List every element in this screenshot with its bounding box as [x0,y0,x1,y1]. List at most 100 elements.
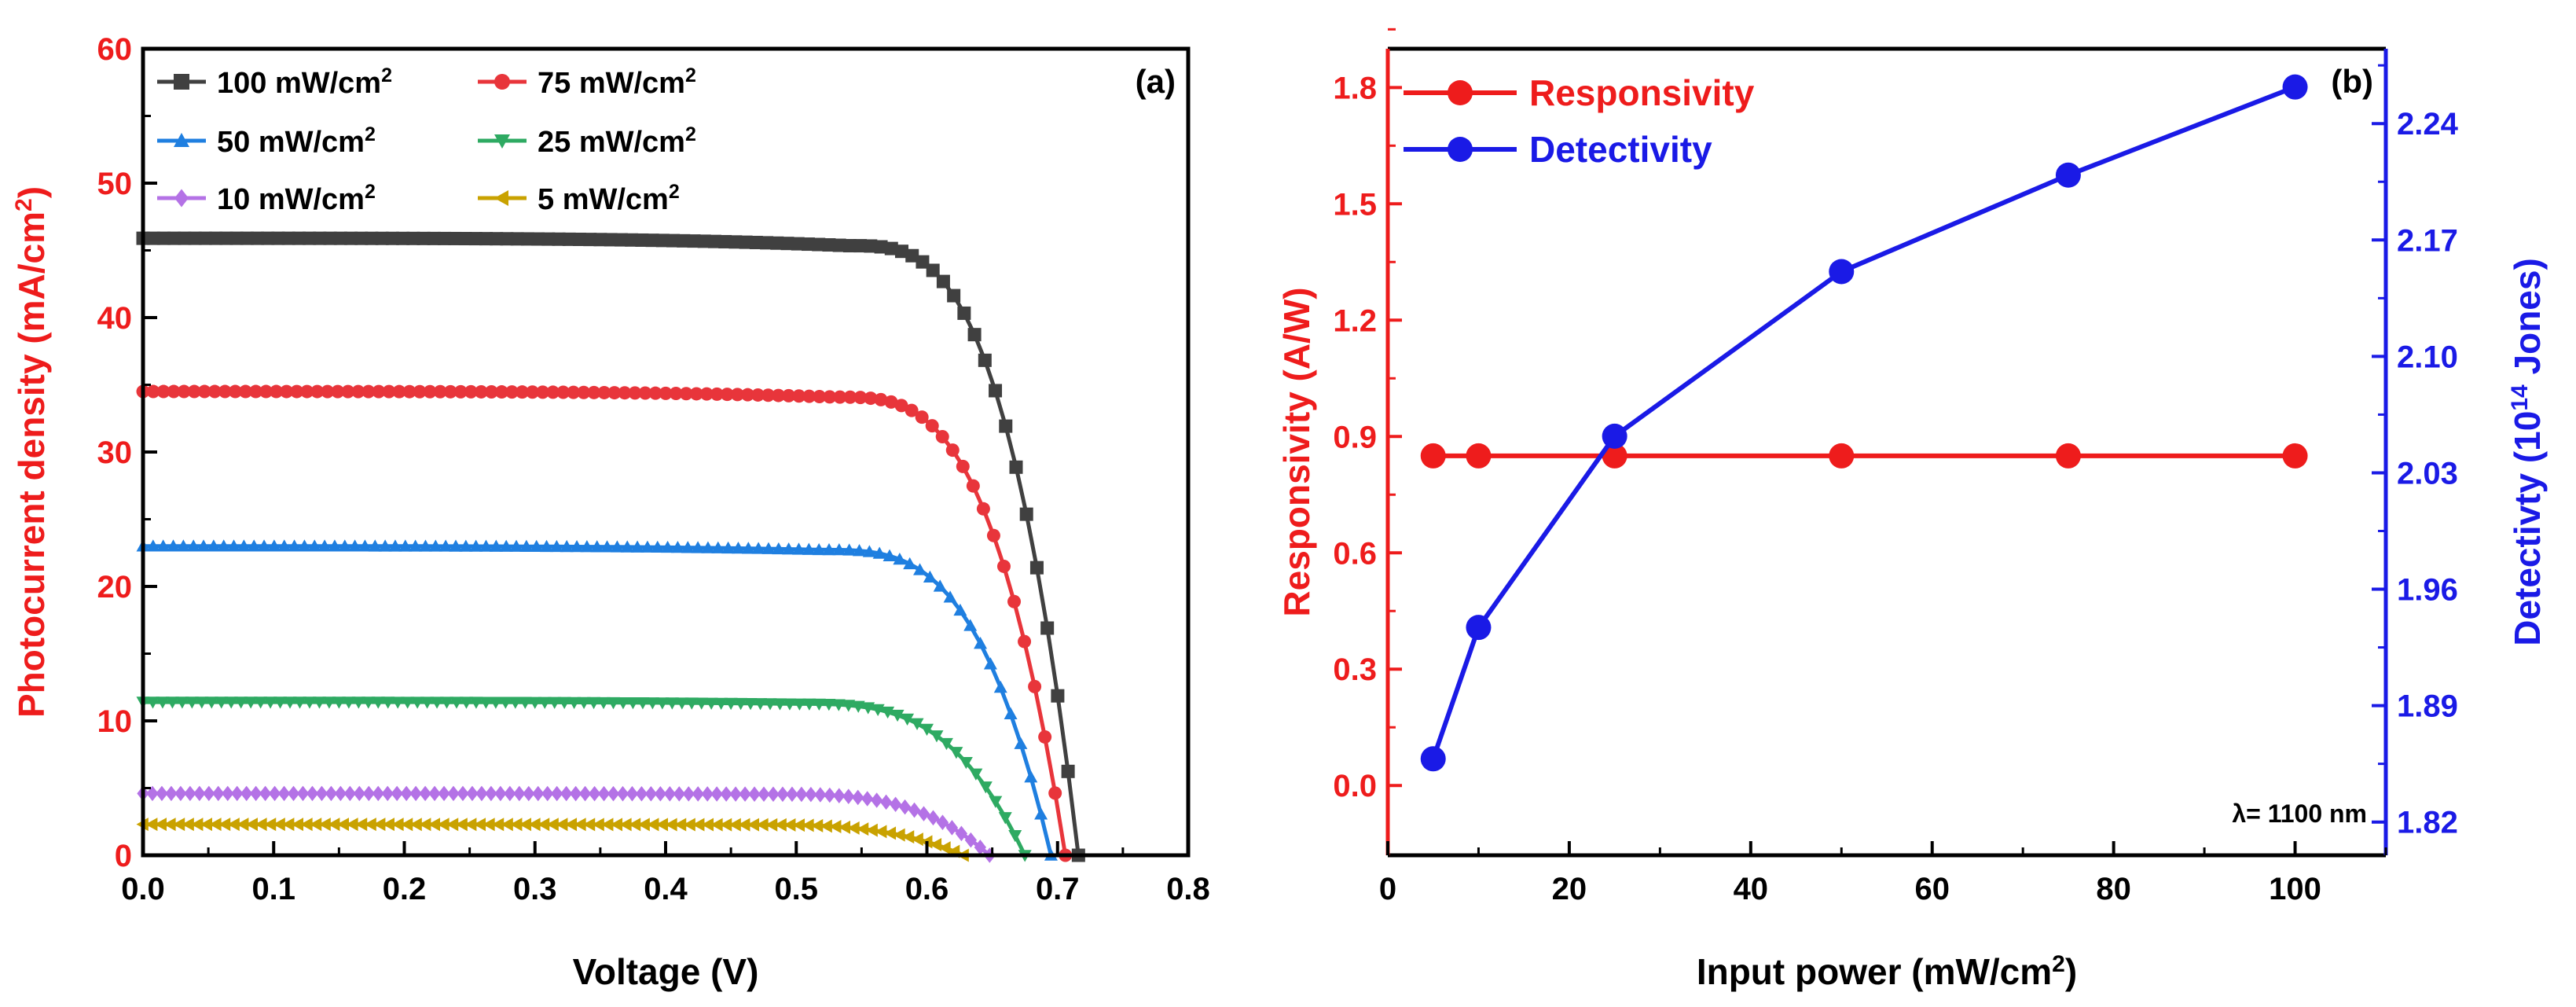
iv-line-1 [143,389,1068,856]
iv-marker-1-52 [669,387,683,401]
iv-marker-1-60 [750,388,765,402]
iv-marker-2-12 [257,539,271,552]
iv-marker-2-1 [146,539,160,552]
iv-marker-1-23 [372,384,386,399]
iv-marker-0-43 [583,233,597,247]
iv-marker-3-28 [410,696,424,709]
iv-marker-3-71 [831,699,846,711]
iv-marker-4-76 [852,789,864,806]
iv-marker-0-24 [385,231,399,245]
iv-marker-3-69 [812,698,826,711]
iv-marker-4-85 [936,814,949,830]
iv-marker-3-56 [684,697,699,710]
iv-marker-0-27 [416,231,431,245]
iv-marker-0-30 [448,231,462,245]
iv-marker-0-35 [500,232,514,246]
iv-marker-2-15 [288,539,302,552]
iv-marker-4-2 [156,785,168,802]
panel-a-iv-curves: 0.0 0.1 0.2 0.3 0.4 0.5 0.6 0.7 0.8 0 10 20 30 40 50 60… [11,32,1210,992]
y-right-axis-label: Detectivty (1014 Jones) [2507,258,2548,646]
iv-marker-2-46 [600,540,615,553]
iv-marker-1-76 [915,410,929,424]
iv-marker-1-72 [874,392,888,406]
iv-marker-1-88 [1038,730,1052,744]
iv-marker-2-59 [731,541,745,554]
iv-marker-1-4 [177,384,191,399]
panel-b-responsivity-detectivity: 0 20 40 60 80 100 0.0 0.3 0.6 0.9 1.2 1.5 1.8 1.82 1.8… [1276,28,2548,992]
iv-marker-1-31 [453,384,468,399]
iv-marker-1-15 [290,384,304,399]
iv-marker-0-3 [167,231,182,245]
iv-marker-1-14 [280,384,294,399]
iv-marker-0-42 [572,232,586,246]
detectivity-point-4 [2055,162,2081,188]
iv-marker-1-46 [607,386,622,400]
iv-marker-3-26 [391,696,405,709]
iv-marker-4-73 [824,787,836,803]
detectivity-point-2 [1602,423,1627,449]
iv-marker-1-9 [228,384,242,399]
iv-marker-5-32 [427,818,441,832]
iv-marker-5-81 [875,825,887,839]
legend-label-5-base: 5 mW/cm [538,183,669,216]
iv-marker-1-19 [331,384,345,399]
iv-marker-5-15 [273,818,285,832]
iv-marker-2-77 [913,563,927,575]
iv-marker-3-2 [156,696,170,709]
iv-marker-0-45 [604,233,618,247]
iv-marker-2-89 [1034,807,1048,820]
iv-marker-4-32 [438,785,450,802]
iv-marker-0-65 [812,237,826,252]
y-axis-label-a: Photocurrent density (mA/cm2) [11,186,53,718]
iv-marker-5-9 [218,818,231,832]
iv-marker-5-65 [728,818,741,832]
series-detectivity [1420,74,2308,772]
iv-marker-3-14 [273,696,288,709]
iv-marker-2-13 [267,539,281,552]
iv-marker-2-25 [388,539,402,552]
iv-marker-3-21 [342,696,356,709]
iv-marker-1-3 [167,384,181,399]
iv-marker-4-54 [644,785,658,802]
iv-marker-2-87 [1014,737,1028,749]
iv-marker-2-50 [640,540,655,553]
iv-marker-4-36 [475,785,488,802]
iv-marker-1-43 [577,385,591,399]
iv-marker-5-51 [601,818,614,832]
iv-marker-5-52 [610,818,623,832]
iv-marker-0-62 [780,237,794,251]
iv-marker-5-31 [419,818,431,832]
iv-marker-0-68 [842,239,857,253]
iv-marker-5-73 [802,818,814,832]
x-tick-label-a: 0.6 [905,872,949,906]
iv-marker-4-51 [616,785,629,802]
iv-marker-2-8 [217,539,231,552]
iv-marker-0-79 [957,306,971,320]
iv-marker-3-35 [479,696,493,709]
iv-marker-4-4 [174,785,187,802]
iv-marker-5-35 [455,818,468,832]
iv-marker-2-14 [277,539,292,552]
detectivity-point-5 [2282,74,2308,100]
iv-marker-5-44 [537,818,550,832]
iv-marker-3-87 [989,796,1003,808]
iv-marker-1-50 [648,386,662,400]
iv-marker-1-84 [996,559,1011,573]
iv-marker-4-52 [626,785,639,802]
y-left-axis-label: Responsivity (A/W) [1276,287,1317,616]
iv-marker-4-38 [494,785,507,802]
iv-marker-0-34 [490,232,504,246]
iv-marker-0-46 [614,233,628,247]
iv-marker-2-38 [519,539,534,552]
y-right-tick-label: 2.10 [2397,340,2458,374]
iv-marker-0-1 [146,231,160,245]
iv-marker-0-18 [323,231,337,245]
legend-label-2-sup: 2 [365,123,376,145]
iv-marker-3-76 [881,706,895,719]
iv-marker-0-25 [396,231,410,245]
iv-marker-2-32 [459,539,473,552]
iv-marker-4-82 [908,802,921,818]
iv-marker-4-64 [739,786,751,802]
iv-marker-1-67 [823,390,837,404]
